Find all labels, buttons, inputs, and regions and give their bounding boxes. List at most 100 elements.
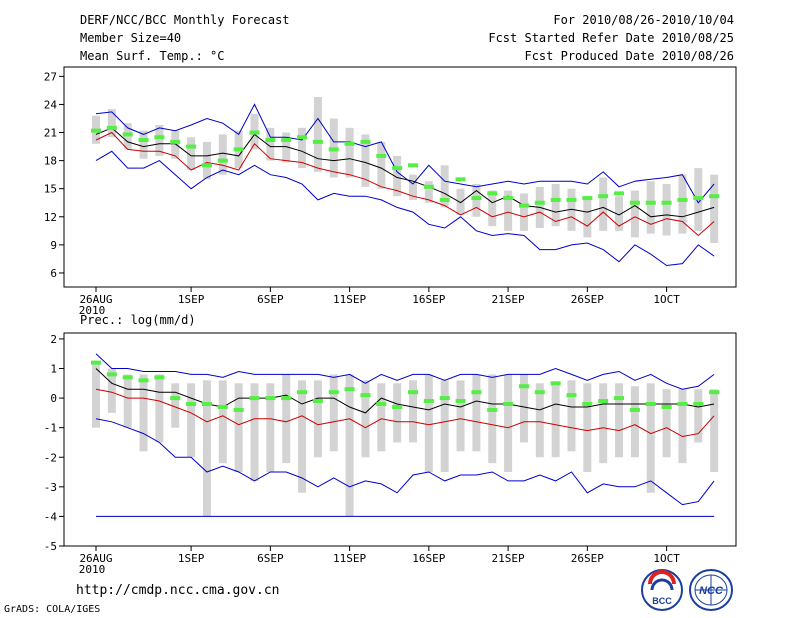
prec-control-marker [503, 402, 514, 406]
temp-control-marker [91, 128, 101, 133]
prec-control-marker [550, 381, 561, 386]
prec-spread-box [456, 380, 465, 452]
temp-spread-box [155, 125, 164, 156]
prec-control-marker [281, 396, 292, 401]
temp-control-marker [629, 200, 640, 205]
prec-spread-box [567, 380, 576, 452]
prec-control-marker [392, 404, 403, 409]
prec-spread-box [298, 380, 307, 493]
prec-control-marker [693, 402, 704, 406]
temp-control-marker [106, 125, 117, 130]
prec-xtick-label: 11SEP [333, 552, 366, 565]
temp-control-marker [677, 197, 688, 202]
temp-spread-box [139, 130, 148, 159]
temp-xtick-label: 1SEP [178, 293, 205, 306]
temp-control-marker [249, 130, 260, 135]
prec-spread-box [123, 374, 132, 428]
prec-lowest-line [95, 418, 715, 506]
prec-control-marker [376, 402, 387, 406]
temp-control-marker [582, 196, 593, 201]
prec-spread-box [155, 374, 164, 443]
temp-spread-box [456, 188, 465, 215]
prec-spread-box [171, 383, 180, 428]
temp-control-marker [709, 194, 720, 199]
temp-spread-box [171, 130, 180, 159]
temp-control-marker [281, 138, 292, 143]
temp-ytick-label: 12 [44, 211, 57, 224]
temp-control-marker [328, 147, 339, 152]
prec-control-marker [154, 375, 165, 380]
temp-spread-box [662, 184, 671, 236]
prec-xtick-label: 26SEP [571, 552, 604, 565]
prec-xtick-label: 26AUG [79, 552, 112, 565]
temp-control-marker [598, 194, 609, 199]
prec-spread-box [630, 386, 639, 458]
temp-spread-box [551, 184, 560, 227]
temp-control-marker [217, 158, 228, 163]
variable-label: Mean Surf. Temp.: °C [80, 49, 225, 63]
temp-spread-box [646, 181, 655, 234]
grads-credit: GrADS: COLA/IGES [4, 604, 101, 615]
prec-spread-box [440, 380, 449, 473]
temp-control-marker [439, 197, 450, 202]
prec-ytick-label: -1 [44, 422, 57, 435]
prec-spread-box [139, 374, 148, 452]
temp-spread-box [107, 109, 116, 138]
prec-ytick-label: -4 [44, 510, 58, 523]
prec-control-marker [582, 402, 593, 406]
prec-xtick-sublabel: 2010 [79, 563, 106, 576]
prec-control-marker [614, 396, 625, 401]
prec-control-marker [233, 407, 244, 412]
prec-control-marker [423, 399, 434, 404]
temp-spread-box [202, 141, 211, 180]
prec-ytick-label: 0 [50, 392, 57, 405]
temp-spread-box [583, 196, 592, 238]
temp-control-marker [122, 132, 133, 137]
prec-control-marker [471, 390, 482, 395]
temp-spread-box [710, 174, 719, 243]
temp-control-marker [392, 166, 403, 171]
prec-control-marker [344, 387, 355, 392]
temp-control-marker [408, 163, 418, 168]
prec-control-marker [312, 399, 323, 404]
prec-xtick-label: 6SEP [257, 552, 284, 565]
prec-control-marker [186, 402, 197, 406]
source-url[interactable]: http://cmdp.ncc.cma.gov.cn [76, 583, 280, 598]
temp-xtick-label: 21SEP [492, 293, 525, 306]
prec-spread-box [488, 374, 497, 464]
temp-spread-box [440, 165, 449, 208]
prec-control-marker [201, 402, 212, 406]
prec-spread-box [694, 389, 703, 443]
prec-spread-box [329, 374, 338, 452]
prec-control-marker [217, 404, 228, 409]
temp-control-marker [297, 135, 308, 140]
prec-xtick-label: 1OCT [653, 552, 680, 565]
temp-spread-box [282, 132, 291, 163]
temp-spread-box [266, 127, 275, 161]
temp-spread-box [424, 181, 433, 203]
temp-control-marker [566, 197, 577, 202]
temp-xtick-label: 26AUG [79, 293, 112, 306]
prec-control-marker [598, 399, 609, 404]
prec-spread-box [107, 368, 116, 413]
temp-upper-line [95, 103, 715, 204]
temp-spread-box [361, 134, 370, 187]
prec-control-marker [677, 402, 688, 406]
prec-control-marker [249, 396, 260, 401]
forecast-start-label: Fcst Started Refer Date 2010/08/25 [488, 31, 734, 45]
temp-lowest-line [95, 150, 715, 267]
temp-ytick-label: 9 [50, 239, 57, 252]
prec-spread-box [313, 380, 322, 458]
prec-spread-box [519, 374, 528, 443]
svg-text:NCC: NCC [699, 585, 724, 597]
forecast-produced-label: Fcst Produced Date 2010/08/26 [524, 49, 734, 63]
temp-control-marker [645, 200, 656, 205]
temp-spread-box [488, 190, 497, 227]
temp-ytick-label: 6 [50, 267, 57, 280]
temp-control-marker [376, 153, 387, 158]
temp-ytick-label: 27 [44, 70, 57, 83]
prec-spread-box [282, 374, 291, 464]
prec-spread-box [393, 383, 402, 443]
temp-ytick-label: 15 [44, 183, 57, 196]
